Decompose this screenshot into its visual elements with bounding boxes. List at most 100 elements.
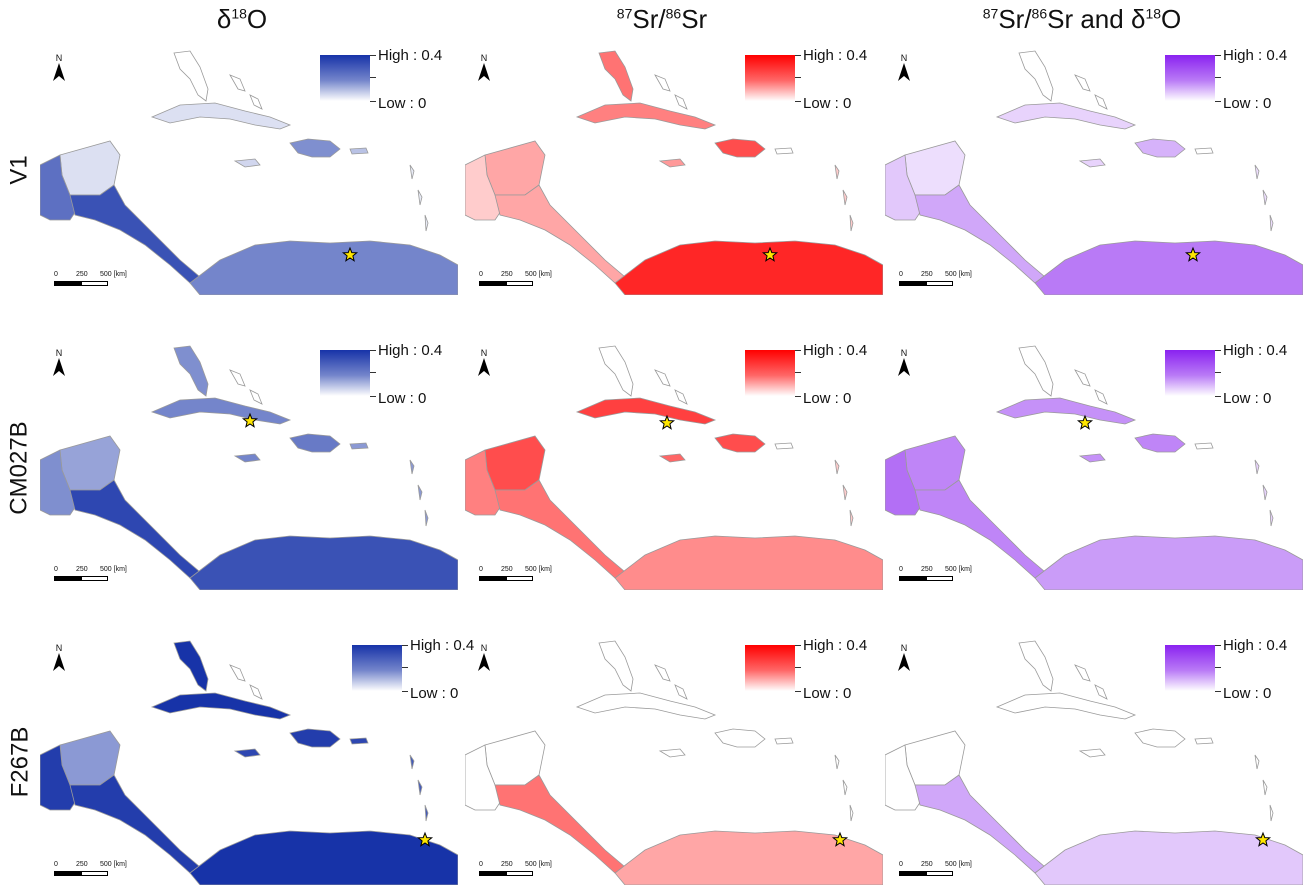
land-cuba <box>150 692 292 720</box>
land-southam <box>189 535 458 590</box>
land-antilles <box>1254 459 1274 527</box>
land-hispaniola <box>1134 433 1186 453</box>
north-arrow-glyph <box>53 63 65 81</box>
land-hispaniola <box>1134 728 1186 748</box>
land-puertorico <box>1194 737 1214 745</box>
land-central <box>494 479 626 579</box>
legend-tick <box>1215 691 1221 692</box>
legend-tick <box>1215 645 1221 646</box>
land-florida <box>598 50 634 102</box>
north-arrow-glyph <box>478 358 490 376</box>
land-hispaniola <box>289 138 341 158</box>
scale-bar: 0 250 500 [km] <box>899 271 972 289</box>
scale-bar-label: 250 <box>76 861 88 868</box>
scale-bar-label: 250 <box>501 861 513 868</box>
legend-tick <box>1215 101 1221 102</box>
land-hispaniola <box>289 433 341 453</box>
legend-color-ramp <box>352 645 402 691</box>
north-arrow-icon: N <box>52 348 66 379</box>
land-jamaica <box>233 748 261 758</box>
land-central <box>69 184 201 284</box>
land-bahamas <box>654 369 688 405</box>
scale-bar: 0 250 500 [km] <box>54 861 127 879</box>
scale-bar-segment-light <box>926 871 953 876</box>
legend-tick <box>795 691 801 692</box>
land-puertorico <box>349 442 369 450</box>
legend: High : 0.4 Low : 0 <box>352 637 487 705</box>
map-panel-f267b-oxygen: N High : 0.4 Low : 0 0 250 500 [km] <box>40 635 474 885</box>
north-arrow-label: N <box>900 348 908 358</box>
land-cuba <box>575 397 717 425</box>
land-hispaniola <box>1134 138 1186 158</box>
land-jamaica <box>233 453 261 463</box>
legend: High : 0.4 Low : 0 <box>745 637 880 705</box>
land-antilles <box>409 754 429 822</box>
scale-bar-label: 500 [km] <box>525 566 552 573</box>
scale-bar-label: 250 <box>501 566 513 573</box>
map-panel-f267b-strontium: N High : 0.4 Low : 0 0 250 500 [km] <box>465 635 883 885</box>
scale-bar-segment-dark <box>479 576 506 581</box>
scale-bar-label: 500 [km] <box>100 861 127 868</box>
north-arrow-icon: N <box>477 643 491 674</box>
map-canvas <box>40 345 458 590</box>
map-canvas <box>465 50 883 295</box>
star-marker-icon <box>416 831 434 847</box>
legend-tick <box>1215 55 1221 56</box>
land-southam <box>189 830 458 885</box>
north-arrow-glyph <box>478 653 490 671</box>
scale-bar-label: 0 <box>54 566 58 573</box>
map-canvas <box>885 640 1303 885</box>
scale-bar-segment-light <box>926 281 953 286</box>
scale-bar: 0 250 500 [km] <box>479 271 552 289</box>
scale-bar-segment-dark <box>899 576 926 581</box>
legend-tick <box>370 77 376 78</box>
land-florida <box>173 345 209 397</box>
land-bahamas <box>1074 369 1108 405</box>
map-panel-v1-oxygen: N High : 0.4 Low : 0 0 250 500 [km] <box>40 45 458 295</box>
land-bahamas <box>229 369 263 405</box>
land-jamaica <box>1078 748 1106 758</box>
land-puertorico <box>349 737 369 745</box>
scale-bar: 0 250 500 [km] <box>54 566 127 584</box>
legend: High : 0.4 Low : 0 <box>1165 342 1300 410</box>
legend: High : 0.4 Low : 0 <box>745 342 880 410</box>
scale-bar-label: 250 <box>921 271 933 278</box>
north-arrow-glyph <box>478 63 490 81</box>
land-florida <box>1018 345 1054 397</box>
star-marker-icon <box>761 246 779 262</box>
legend-tick <box>402 645 408 646</box>
legend-low-label: Low : 0 <box>803 390 852 407</box>
star-marker-icon <box>831 831 849 847</box>
land-central <box>69 479 201 579</box>
land-bahamas <box>1074 74 1108 110</box>
land-hispaniola <box>714 433 766 453</box>
legend-high-label: High : 0.4 <box>1223 342 1288 359</box>
land-bahamas <box>654 664 688 700</box>
land-cuba <box>995 397 1137 425</box>
land-antilles <box>1254 754 1274 822</box>
map-panel-cm027b-strontium: N High : 0.4 Low : 0 0 250 500 [km] <box>465 340 883 590</box>
scale-bar-segment-light <box>81 281 108 286</box>
legend-tick <box>370 350 376 351</box>
land-antilles <box>834 164 854 232</box>
land-central <box>494 774 626 874</box>
north-arrow-icon: N <box>477 348 491 379</box>
scale-bar-label: 500 [km] <box>525 861 552 868</box>
land-bahamas <box>229 664 263 700</box>
legend-tick <box>370 101 376 102</box>
scale-bar-segment-dark <box>54 281 81 286</box>
north-arrow-label: N <box>900 53 908 63</box>
land-southam <box>1034 240 1303 295</box>
legend-high-label: High : 0.4 <box>803 342 868 359</box>
legend-color-ramp <box>320 350 370 396</box>
land-florida <box>173 50 209 102</box>
north-arrow-label: N <box>900 643 908 653</box>
column-title-oxygen: δ18O <box>216 4 268 34</box>
legend-high-label: High : 0.4 <box>1223 47 1288 64</box>
land-cuba <box>995 102 1137 130</box>
land-central <box>914 479 1046 579</box>
land-central <box>494 184 626 284</box>
north-arrow-icon: N <box>477 53 491 84</box>
land-hispaniola <box>289 728 341 748</box>
map-panel-v1-strontium: N High : 0.4 Low : 0 0 250 500 [km] <box>465 45 883 295</box>
